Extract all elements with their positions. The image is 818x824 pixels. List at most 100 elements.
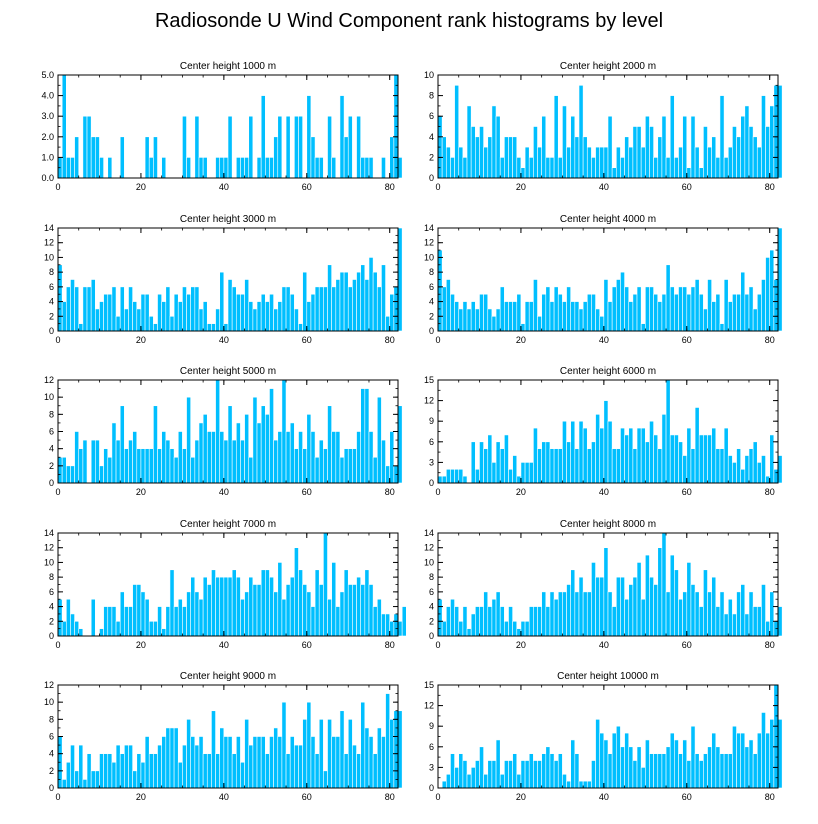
bar [335, 279, 341, 332]
x-tick-label: 20 [516, 487, 526, 497]
bar [499, 286, 505, 332]
bar [777, 719, 783, 789]
bar [636, 126, 642, 179]
x-tick-label: 80 [385, 640, 395, 650]
bar [65, 286, 71, 332]
bar [499, 773, 505, 789]
x-tick-label: 60 [302, 640, 312, 650]
y-tick-label: 12 [44, 375, 54, 385]
bar [707, 746, 712, 789]
bar [466, 773, 472, 789]
y-tick-label: 10 [44, 392, 54, 402]
bar [277, 736, 283, 789]
bar [520, 462, 526, 484]
bar [231, 569, 237, 637]
bar [582, 427, 588, 484]
bar [136, 753, 142, 789]
bar [549, 448, 555, 484]
bar [70, 279, 75, 332]
bar [475, 308, 480, 332]
bar [289, 422, 295, 484]
y-tick-label: 0.0 [41, 173, 54, 183]
bar [524, 301, 530, 332]
panel-title: Center height 5000 m [180, 366, 276, 377]
bar [528, 753, 534, 789]
bar [748, 286, 754, 332]
bar [331, 431, 337, 484]
bar [624, 286, 630, 332]
bar [615, 576, 621, 637]
bar [744, 746, 750, 789]
bar [385, 693, 391, 789]
bar [393, 710, 399, 789]
bar [352, 448, 357, 484]
bar [61, 779, 67, 789]
y-tick-label: 2 [49, 616, 54, 626]
bar [744, 613, 750, 637]
bar [545, 746, 551, 789]
panel-title: Center height 6000 m [560, 366, 656, 377]
bar [148, 753, 154, 789]
bar [78, 744, 84, 789]
bar [578, 85, 584, 179]
bar [198, 598, 204, 637]
bar [281, 379, 287, 484]
panel-title: Center height 7000 m [180, 519, 276, 530]
bar [223, 323, 229, 332]
x-tick-label: 80 [765, 487, 775, 497]
bar [723, 753, 729, 789]
bar [615, 146, 621, 179]
bar [103, 448, 109, 484]
bar [368, 431, 374, 484]
bar [86, 753, 92, 789]
bar [653, 157, 659, 179]
bar [107, 753, 113, 789]
bar [487, 308, 493, 332]
bar [260, 736, 266, 789]
bar [541, 591, 547, 637]
bar [479, 126, 484, 179]
bar [115, 620, 121, 637]
bar [182, 448, 187, 484]
bar [545, 606, 551, 637]
bar [483, 146, 489, 179]
bar [119, 405, 125, 484]
bar [711, 576, 717, 637]
bar [615, 279, 621, 332]
y-tick-label: 8 [49, 572, 54, 582]
bar [657, 301, 663, 332]
bar [90, 279, 96, 332]
bar [82, 286, 88, 332]
bar [252, 736, 258, 789]
panel-10: 0 20 40 60 80 0 3 6 9 12 15 Center height 10000 m [424, 671, 783, 802]
bar [595, 414, 601, 484]
bar [578, 576, 584, 637]
bar [723, 157, 729, 179]
bar [570, 420, 576, 484]
y-tick-label: 10 [424, 252, 434, 262]
bar [211, 710, 216, 789]
bar [306, 414, 312, 484]
bar [740, 584, 746, 637]
bar [119, 591, 125, 637]
bar [441, 475, 447, 484]
bar [508, 760, 513, 789]
panel-5: 0 20 40 60 80 0 2 4 6 8 10 12 Center height 5000 m [44, 366, 403, 497]
bar [470, 126, 476, 179]
bar [487, 606, 493, 637]
bar [161, 431, 167, 484]
bar [269, 576, 274, 637]
bar [475, 468, 480, 484]
bar [744, 105, 750, 179]
bar [74, 770, 80, 789]
bar [740, 732, 746, 789]
bar [347, 719, 353, 789]
bar [723, 427, 729, 484]
bar [777, 606, 783, 637]
bar [215, 308, 221, 332]
bar [360, 264, 366, 332]
bar [227, 576, 233, 637]
bar [103, 293, 109, 332]
panel-title: Center height 9000 m [180, 671, 276, 682]
bar [389, 431, 395, 484]
